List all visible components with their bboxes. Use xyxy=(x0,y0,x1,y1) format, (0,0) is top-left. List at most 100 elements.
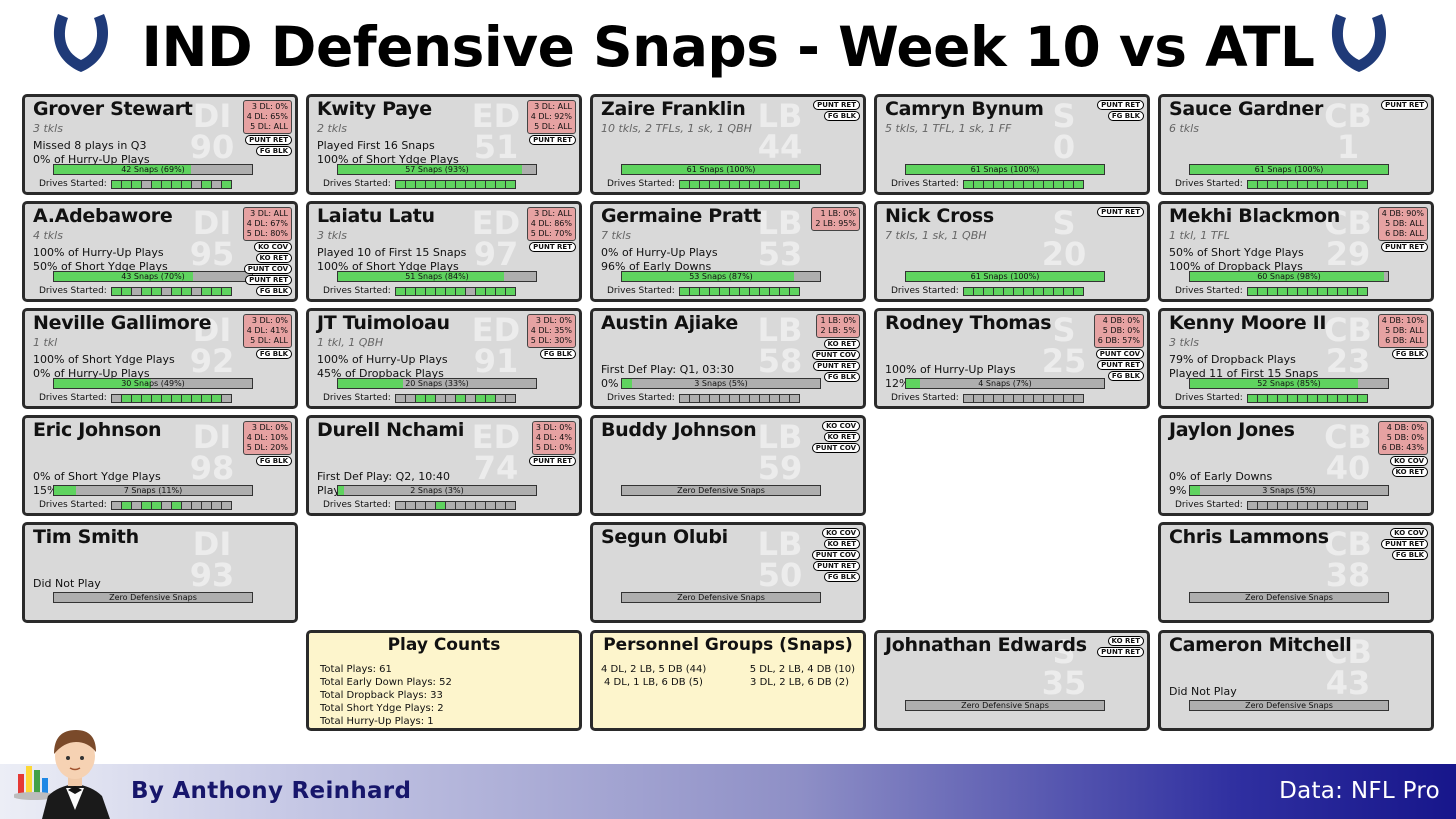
position-code: CB xyxy=(1324,311,1372,349)
usage-note: 100% of Hurry-Up Plays xyxy=(33,246,164,259)
usage-note: Played First 16 Snaps xyxy=(317,139,435,152)
special-teams-badge: PUNT RET xyxy=(245,275,292,285)
special-teams-badge: PUNT COV xyxy=(243,264,292,274)
usage-note: 0% of Short Ydge Plays xyxy=(33,470,161,483)
drives-label: Drives Started: xyxy=(891,179,959,189)
special-teams-badge: PUNT COV xyxy=(811,443,860,453)
player-card[interactable]: DI 90 Grover Stewart 3 tkls Missed 8 plays i… xyxy=(22,94,298,195)
special-teams-badge: PUNT RET xyxy=(813,100,860,110)
player-card[interactable]: CB 43 Cameron Mitchell Did Not Play Zero Def… xyxy=(1158,630,1434,731)
drive-segment xyxy=(1033,394,1043,402)
special-teams-badge: FG BLK xyxy=(1391,550,1428,560)
play-counts-list: Total Plays: 61 Total Early Down Plays: … xyxy=(320,663,452,728)
player-name: Eric Johnson xyxy=(33,419,162,441)
drive-segment xyxy=(1043,287,1053,295)
player-card[interactable]: CB 23 Kenny Moore II 3 tkls 79% of Dropback … xyxy=(1158,308,1434,409)
snap-count: Zero Defensive Snaps xyxy=(677,593,765,602)
player-card[interactable]: S 35 Johnathan Edwards KO RET PUNT RET Zero D… xyxy=(874,630,1150,731)
jersey-number: 50 xyxy=(757,556,803,594)
player-card[interactable]: CB 1 Sauce Gardner 6 tkls PUNT RET 61 Snaps (… xyxy=(1158,94,1434,195)
drives-started: Drives Started: xyxy=(1175,500,1368,510)
player-card[interactable]: ED 91 JT Tuimoloau 1 tkl, 1 QBH 100% of Hurr… xyxy=(306,308,582,409)
player-card[interactable]: ED 74 Durell Nchami First Def Play: Q2, 10:… xyxy=(306,415,582,516)
jersey-number: 35 xyxy=(1041,664,1087,702)
position-watermark: S 35 xyxy=(1027,636,1101,702)
player-card[interactable]: DI 93 Tim Smith Did Not Play Zero Defensive … xyxy=(22,522,298,623)
player-card[interactable]: LB 53 Germaine Pratt 7 tkls 0% of Hurry-Up P… xyxy=(590,201,866,302)
drive-segments xyxy=(110,393,232,403)
position-watermark: LB 58 xyxy=(743,314,817,377)
player-card[interactable]: LB 59 Buddy Johnson KO COV KO RET PUNT COV Zer… xyxy=(590,415,866,516)
drive-segment xyxy=(455,287,465,295)
snap-count: 61 Snaps (100%) xyxy=(686,165,756,174)
player-card[interactable]: ED 51 Kwity Paye 2 tkls Played First 16 Snap… xyxy=(306,94,582,195)
usage-note: 0% of Hurry-Up Plays xyxy=(33,153,150,166)
position-split: 3 DL: 0% xyxy=(251,423,288,432)
drive-segment xyxy=(161,501,171,509)
special-teams-badge: FG BLK xyxy=(823,572,860,582)
snap-count: Zero Defensive Snaps xyxy=(1245,701,1333,710)
drive-segment xyxy=(475,501,485,509)
drive-segment xyxy=(435,501,445,509)
player-card[interactable]: CB 29 Mekhi Blackmon 1 tkl, 1 TFL 50% of Sho… xyxy=(1158,201,1434,302)
player-card[interactable]: S 0 Camryn Bynum 5 tkls, 1 TFL, 1 sk, 1 FF P… xyxy=(874,94,1150,195)
drives-started: Drives Started: xyxy=(1175,393,1368,403)
drive-segment xyxy=(141,501,151,509)
player-name: Germaine Pratt xyxy=(601,205,762,227)
position-watermark: CB 29 xyxy=(1311,204,1385,270)
player-card[interactable]: LB 44 Zaire Franklin 10 tkls, 2 TFLs, 1 sk,… xyxy=(590,94,866,195)
drive-segment xyxy=(181,287,191,295)
snap-count: 61 Snaps (100%) xyxy=(1254,165,1324,174)
special-teams-badge: FG BLK xyxy=(539,349,576,359)
snap-bar: 51 Snaps (84%) xyxy=(337,271,537,282)
drives-label: Drives Started: xyxy=(607,393,675,403)
position-split: 3 DL: ALL xyxy=(534,209,572,218)
jersey-number: 59 xyxy=(757,449,803,487)
player-name: JT Tuimoloau xyxy=(317,312,450,334)
player-card[interactable]: S 20 Nick Cross 7 tkls, 1 sk, 1 QBH PUNT RET… xyxy=(874,201,1150,302)
player-card[interactable]: DI 98 Eric Johnson 0% of Short Ydge Plays 15… xyxy=(22,415,298,516)
drive-segment xyxy=(1267,501,1277,509)
drive-segment xyxy=(1073,180,1083,188)
drive-segment xyxy=(759,180,769,188)
snap-bar-fill xyxy=(54,486,76,495)
player-card[interactable]: ED 97 Laiatu Latu 3 tkls Played 10 of First … xyxy=(306,201,582,302)
player-card[interactable]: CB 38 Chris Lammons KO COV PUNT RET FG BLK Zer… xyxy=(1158,522,1434,623)
snap-bar-fill xyxy=(906,379,920,388)
player-card[interactable]: DI 95 A.Adebawore 4 tkls 100% of Hurry-Up Pl… xyxy=(22,201,298,302)
position-split-box: 3 DL: ALL 4 DL: 67% 5 DL: 80% xyxy=(242,207,292,241)
drive-segment xyxy=(1013,394,1023,402)
player-name: Kwity Paye xyxy=(317,98,432,120)
drive-segment xyxy=(221,180,231,188)
position-split: 3 DL: 0% xyxy=(535,316,572,325)
drive-segment xyxy=(1073,394,1083,402)
drive-segment xyxy=(1337,180,1347,188)
position-split: 5 DB: 0% xyxy=(1386,433,1424,442)
drive-segment xyxy=(415,394,425,402)
position-watermark: S 25 xyxy=(1027,314,1101,377)
drives-label: Drives Started: xyxy=(39,500,107,510)
special-teams-badge: PUNT RET xyxy=(1381,100,1428,110)
special-teams-badge: KO RET xyxy=(255,253,292,263)
snap-bar: 52 Snaps (85%) xyxy=(1189,378,1389,389)
special-teams-badges: KO RET PUNT RET xyxy=(1097,636,1144,657)
snap-bar: Zero Defensive Snaps xyxy=(621,592,821,603)
data-source: Data: NFL Pro xyxy=(1279,778,1440,804)
player-card[interactable]: LB 58 Austin Ajiake First Def Play: Q1, 03:… xyxy=(590,308,866,409)
drive-segment xyxy=(779,180,789,188)
drive-segment xyxy=(1257,394,1267,402)
player-card[interactable]: S 25 Rodney Thomas 100% of Hurry-Up Plays 12… xyxy=(874,308,1150,409)
drive-segment xyxy=(1267,180,1277,188)
usage-note: 79% of Dropback Plays xyxy=(1169,353,1296,366)
player-card[interactable]: LB 50 Segun Olubi KO COV KO RET PUNT COV PUNT … xyxy=(590,522,866,623)
special-teams-badge: FG BLK xyxy=(1391,349,1428,359)
usage-note: First Def Play: Q1, 03:30 xyxy=(601,363,734,376)
drive-segment xyxy=(1033,287,1043,295)
player-card[interactable]: DI 92 Neville Gallimore 1 tkl 100% of Short … xyxy=(22,308,298,409)
drive-segment xyxy=(1297,180,1307,188)
drive-segment xyxy=(455,501,465,509)
special-teams-badge: PUNT RET xyxy=(529,456,576,466)
drive-segment xyxy=(993,394,1003,402)
position-code: CB xyxy=(1324,204,1372,242)
